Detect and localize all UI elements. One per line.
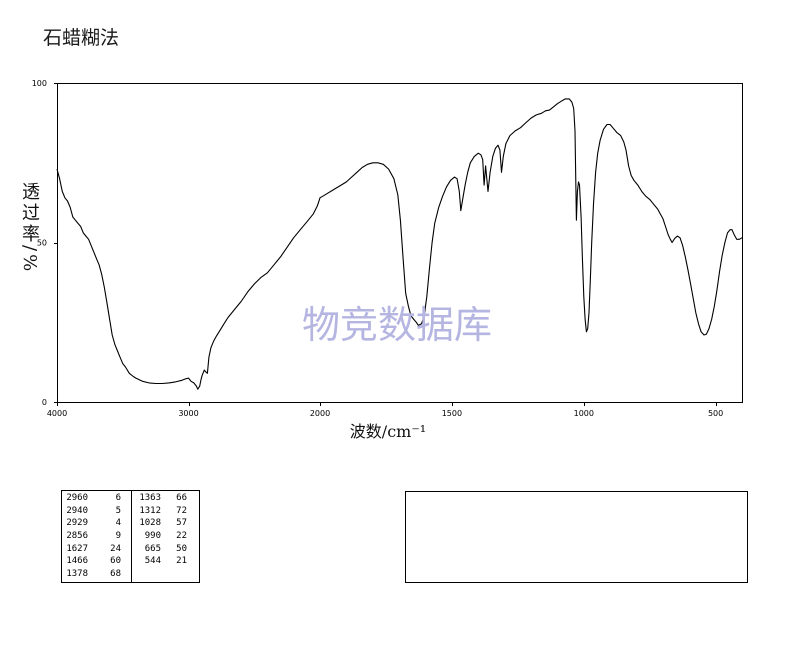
peak-table-column-left: 2960 6 2940 5 2929 4 2856 9 1627 24 1466 60 1378 68 [62,492,131,581]
peak-row: 2929 4 [66,517,131,530]
peak-row: 2856 9 [66,530,131,543]
peak-transmittance: 22 [176,531,187,542]
peak-row: 2940 5 [66,505,131,518]
peak-transmittance: 24 [110,543,121,554]
x-tick-label: 4000 [47,409,67,418]
peak-row: 1466 60 [66,555,131,568]
x-axis-label: 波数/cm⁻¹ [349,422,427,441]
peak-wavenumber: 1627 [66,543,88,554]
spectrum-line [56,98,743,390]
peak-transmittance: 9 [115,531,121,542]
plot-frame [57,83,743,403]
peak-row: 1028 57 [139,517,199,530]
peak-wavenumber: 2856 [66,531,88,542]
peak-wavenumber: 990 [144,531,161,542]
peak-wavenumber: 2940 [66,505,88,516]
peak-row: 1378 68 [66,568,131,581]
y-tick-label: 0 [42,398,47,407]
peak-transmittance: 60 [110,556,121,567]
peak-row: 2960 6 [66,492,131,505]
peak-transmittance: 5 [115,505,121,516]
peak-row: 1627 24 [66,543,131,556]
x-tick-label: 2000 [310,409,330,418]
peak-transmittance: 50 [176,543,187,554]
peak-wavenumber: 1028 [139,518,161,529]
peak-row: 544 21 [139,555,199,568]
peak-table-column-right: 1363 66 1312 72 1028 57 990 22 665 50 544 21 [132,492,199,568]
peak-row: 1363 66 [139,492,199,505]
y-tick-label: 50 [37,239,47,248]
peak-transmittance: 66 [176,493,187,503]
peak-transmittance: 4 [115,518,121,529]
x-tick-label: 1500 [442,409,462,418]
x-tick-label: 1000 [574,409,594,418]
y-tick-label: 100 [32,79,47,88]
peak-transmittance: 21 [176,556,187,567]
peak-table: 2960 6 2940 5 2929 4 2856 9 1627 24 1466 60 1378 68 1… [61,490,200,583]
peak-transmittance: 6 [115,493,121,503]
peak-wavenumber: 2929 [66,518,88,529]
peak-wavenumber: 2960 [66,493,88,503]
peak-wavenumber: 1312 [139,505,161,516]
peak-wavenumber: 1466 [66,556,88,567]
peak-row: 990 22 [139,530,199,543]
peak-wavenumber: 1378 [66,569,88,580]
peak-transmittance: 72 [176,505,187,516]
peak-row: 665 50 [139,543,199,556]
peak-transmittance: 57 [176,518,187,529]
peak-wavenumber: 1363 [139,493,161,503]
peak-transmittance: 68 [110,569,121,580]
chart-title: 石蜡糊法 [43,27,120,49]
y-axis-label: 透过率/% [19,182,40,275]
peak-table-divider [131,491,132,582]
info-panel [405,491,748,583]
peak-wavenumber: 665 [144,543,161,554]
x-tick-label: 500 [708,409,723,418]
x-tick-label: 3000 [178,409,198,418]
peak-row: 1312 72 [139,505,199,518]
peak-wavenumber: 544 [144,556,161,567]
